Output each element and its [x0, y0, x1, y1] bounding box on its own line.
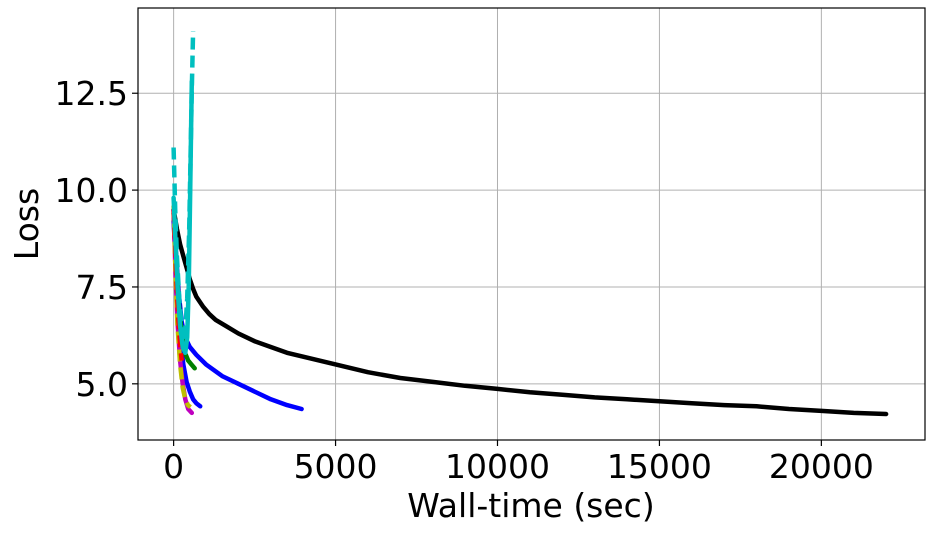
x-tick-label: 5000 — [294, 447, 378, 486]
y-tick-label: 5.0 — [76, 365, 128, 404]
series-layer — [171, 31, 889, 417]
y-tick-label: 7.5 — [76, 268, 128, 307]
tick-layer: 0 5000 10000 15000 20000 5.0 7.5 10.0 12.5 — [55, 74, 874, 486]
x-tick-label: 0 — [163, 447, 184, 486]
x-tick-label: 15000 — [607, 447, 712, 486]
grid — [138, 8, 925, 440]
y-tick-label: 10.0 — [55, 171, 128, 210]
series-line — [171, 207, 304, 412]
y-tick-label: 12.5 — [55, 74, 128, 113]
x-axis-label: Wall-time (sec) — [407, 486, 654, 525]
plot-frame — [137, 7, 926, 441]
x-tick-label: 10000 — [445, 447, 550, 486]
x-tick-label: 20000 — [769, 447, 874, 486]
series-line — [171, 207, 889, 417]
y-axis-label: Loss — [7, 188, 46, 260]
series-line — [171, 31, 196, 344]
